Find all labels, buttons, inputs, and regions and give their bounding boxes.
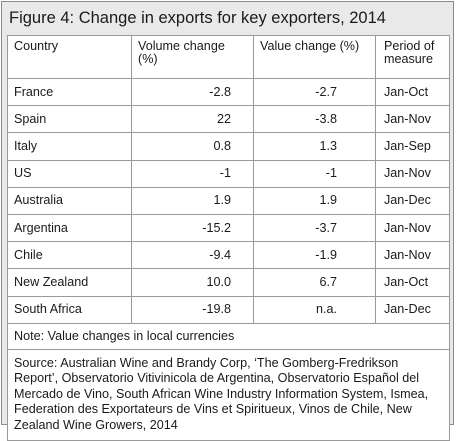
cell-country: South Africa <box>7 295 132 324</box>
table-row: South Africa -19.8 n.a. Jan-Dec <box>7 295 450 324</box>
header-volume-change: Volume change (%) <box>131 35 254 79</box>
header-country: Country <box>7 35 132 79</box>
cell-volume-change: -9.4 <box>131 241 254 270</box>
cell-period: Jan-Nov <box>375 159 450 188</box>
cell-volume-change: 22 <box>131 105 254 134</box>
cell-value-change: -1.9 <box>253 241 376 270</box>
exports-table: Country Volume change (%) Value change (… <box>7 35 450 441</box>
table-row: US -1 -1 Jan-Nov <box>7 159 450 188</box>
cell-period: Jan-Nov <box>375 213 450 243</box>
cell-value-change: n.a. <box>253 295 376 324</box>
cell-period: Jan-Nov <box>375 241 450 270</box>
table-row: New Zealand 10.0 6.7 Jan-Oct <box>7 268 450 297</box>
cell-period: Jan-Oct <box>375 268 450 297</box>
header-value-change: Value change (%) <box>253 35 376 79</box>
table-source: Source: Australian Wine and Brandy Corp,… <box>7 348 450 441</box>
note-row: Note: Value changes in local currencies <box>7 322 450 350</box>
table-row: Spain 22 -3.8 Jan-Nov <box>7 105 450 134</box>
cell-volume-change: 1.9 <box>131 186 254 215</box>
cell-period: Jan-Nov <box>375 105 450 134</box>
table-row: France -2.8 -2.7 Jan-Oct <box>7 77 450 107</box>
cell-value-change: 6.7 <box>253 268 376 297</box>
table-note: Note: Value changes in local currencies <box>7 322 450 350</box>
cell-period: Jan-Oct <box>375 77 450 107</box>
figure-title: Figure 4: Change in exports for key expo… <box>9 9 386 27</box>
cell-value-change: -3.8 <box>253 105 376 134</box>
cell-country: France <box>7 77 132 107</box>
cell-value-change: -3.7 <box>253 213 376 243</box>
cell-value-change: -2.7 <box>253 77 376 107</box>
cell-country: Spain <box>7 105 132 134</box>
cell-period: Jan-Sep <box>375 132 450 161</box>
cell-country: US <box>7 159 132 188</box>
cell-country: Australia <box>7 186 132 215</box>
cell-country: Argentina <box>7 213 132 243</box>
cell-country: New Zealand <box>7 268 132 297</box>
cell-volume-change: -19.8 <box>131 295 254 324</box>
cell-value-change: -1 <box>253 159 376 188</box>
cell-country: Chile <box>7 241 132 270</box>
table-row: Australia 1.9 1.9 Jan-Dec <box>7 186 450 215</box>
cell-volume-change: -2.8 <box>131 77 254 107</box>
cell-period: Jan-Dec <box>375 295 450 324</box>
table-row: Argentina -15.2 -3.7 Jan-Nov <box>7 213 450 243</box>
cell-country: Italy <box>7 132 132 161</box>
table-row: Chile -9.4 -1.9 Jan-Nov <box>7 241 450 270</box>
cell-period: Jan-Dec <box>375 186 450 215</box>
source-row: Source: Australian Wine and Brandy Corp,… <box>7 348 450 441</box>
cell-volume-change: 0.8 <box>131 132 254 161</box>
header-period: Period of measure <box>375 35 450 79</box>
cell-volume-change: -1 <box>131 159 254 188</box>
table-header-row: Country Volume change (%) Value change (… <box>7 35 450 79</box>
cell-volume-change: -15.2 <box>131 213 254 243</box>
cell-value-change: 1.9 <box>253 186 376 215</box>
table-row: Italy 0.8 1.3 Jan-Sep <box>7 132 450 161</box>
cell-volume-change: 10.0 <box>131 268 254 297</box>
cell-value-change: 1.3 <box>253 132 376 161</box>
